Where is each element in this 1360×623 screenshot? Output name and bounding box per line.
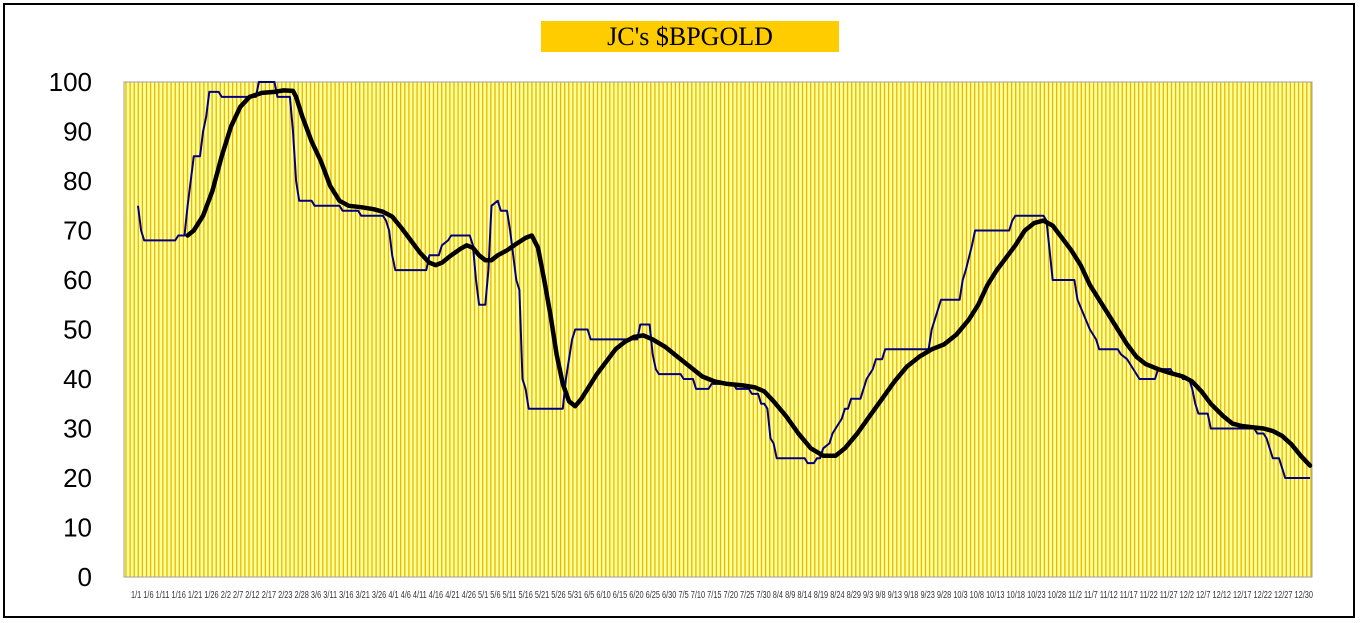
y-tick-label: 90 — [63, 117, 92, 147]
series-line-thick — [185, 88, 1313, 468]
chart-title: JC's $BPGOLD — [541, 21, 839, 52]
y-tick-label: 20 — [63, 463, 92, 493]
plot-border — [123, 81, 1313, 578]
y-tick-label: 70 — [63, 216, 92, 246]
y-tick-label: 80 — [63, 166, 92, 196]
y-tick-label: 30 — [63, 414, 92, 444]
y-tick-label: 60 — [63, 265, 92, 295]
y-tick-label: 0 — [78, 562, 92, 592]
series-line-thin — [137, 81, 1310, 479]
y-tick-label: 100 — [49, 67, 92, 97]
x-tick-labels: 1/1 1/6 1/11 1/16 1/21 1/26 2/2 2/7 2/12… — [131, 590, 1313, 601]
y-tick-label: 40 — [63, 364, 92, 394]
y-tick-label: 10 — [63, 513, 92, 543]
y-tick-label: 50 — [63, 315, 92, 345]
